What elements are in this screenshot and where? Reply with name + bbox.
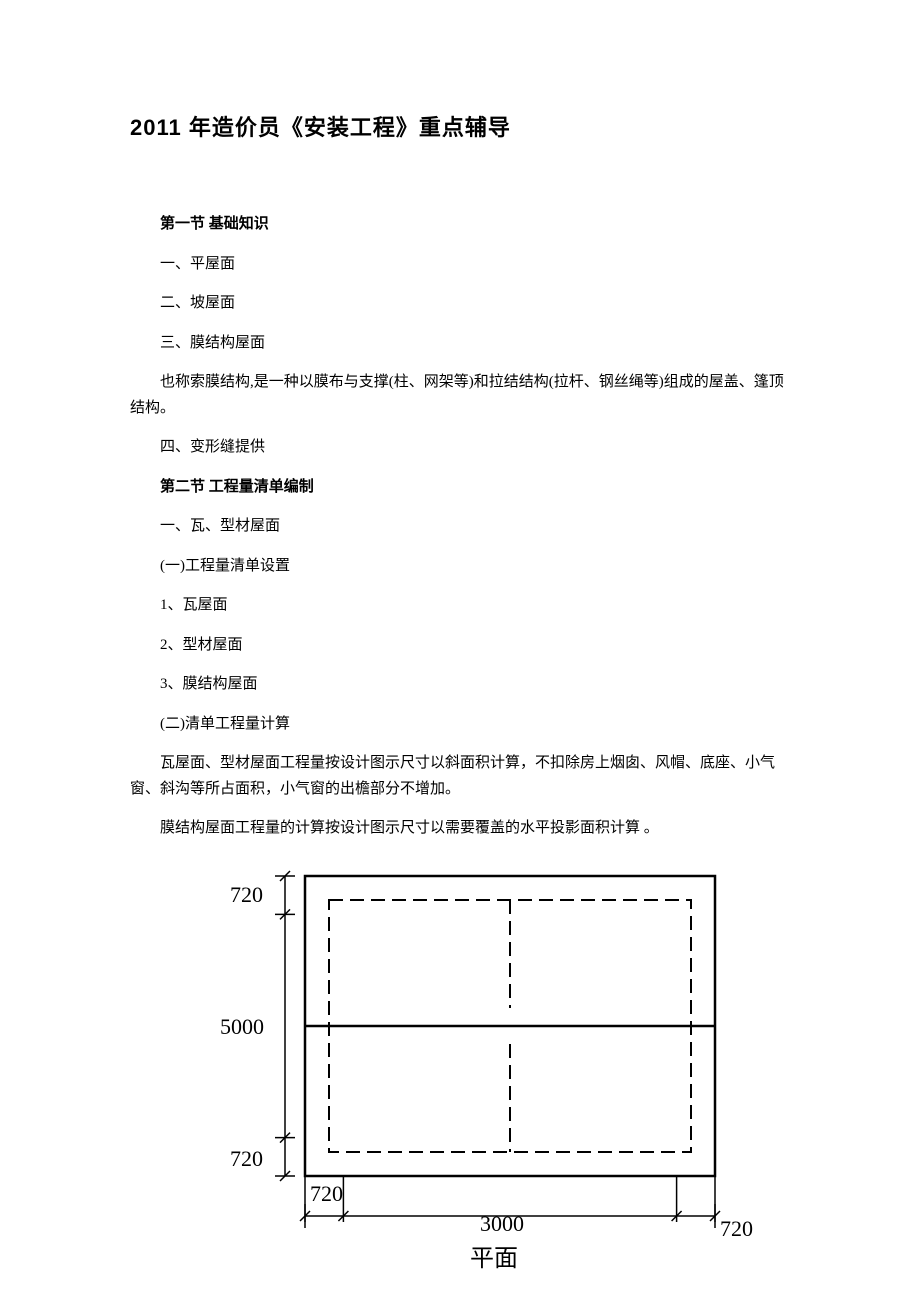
section-2-listitem-3: 3、膜结构屋面: [130, 672, 790, 698]
section-1-desc: 也称索膜结构,是一种以膜布与支撑(柱、网架等)和拉结结构(拉杆、钢丝绳等)组成的…: [130, 370, 790, 421]
section-1-item-4: 四、变形缝提供: [130, 435, 790, 461]
section-2-header: 第二节 工程量清单编制: [130, 475, 790, 501]
svg-text:720: 720: [230, 882, 263, 907]
svg-text:720: 720: [720, 1216, 753, 1241]
svg-text:5000: 5000: [220, 1014, 264, 1039]
section-2-listitem-2: 2、型材屋面: [130, 633, 790, 659]
svg-text:720: 720: [310, 1181, 343, 1206]
section-2-calc-1: 瓦屋面、型材屋面工程量按设计图示尺寸以斜面积计算，不扣除房上烟囱、风帽、底座、小…: [130, 751, 790, 802]
section-2-sub-2: (二)清单工程量计算: [130, 712, 790, 738]
page-title: 2011 年造价员《安装工程》重点辅导: [130, 110, 790, 142]
section-2-listitem-1: 1、瓦屋面: [130, 593, 790, 619]
section-2-calc-2: 膜结构屋面工程量的计算按设计图示尺寸以需要覆盖的水平投影面积计算 。: [130, 816, 790, 842]
section-1-item-1: 一、平屋面: [130, 252, 790, 278]
svg-text:720: 720: [230, 1146, 263, 1171]
svg-text:平面: 平面: [470, 1246, 518, 1272]
section-2-item-1: 一、瓦、型材屋面: [130, 514, 790, 540]
plan-diagram-svg: 720 5000 720 720 3000 720 平面: [160, 856, 760, 1286]
svg-text:3000: 3000: [480, 1211, 524, 1236]
section-1-item-3: 三、膜结构屋面: [130, 331, 790, 357]
figure-plan-view: 720 5000 720 720 3000 720 平面: [130, 856, 790, 1286]
section-2-sub-1: (一)工程量清单设置: [130, 554, 790, 580]
section-1-item-2: 二、坡屋面: [130, 291, 790, 317]
section-1-header: 第一节 基础知识: [130, 212, 790, 238]
